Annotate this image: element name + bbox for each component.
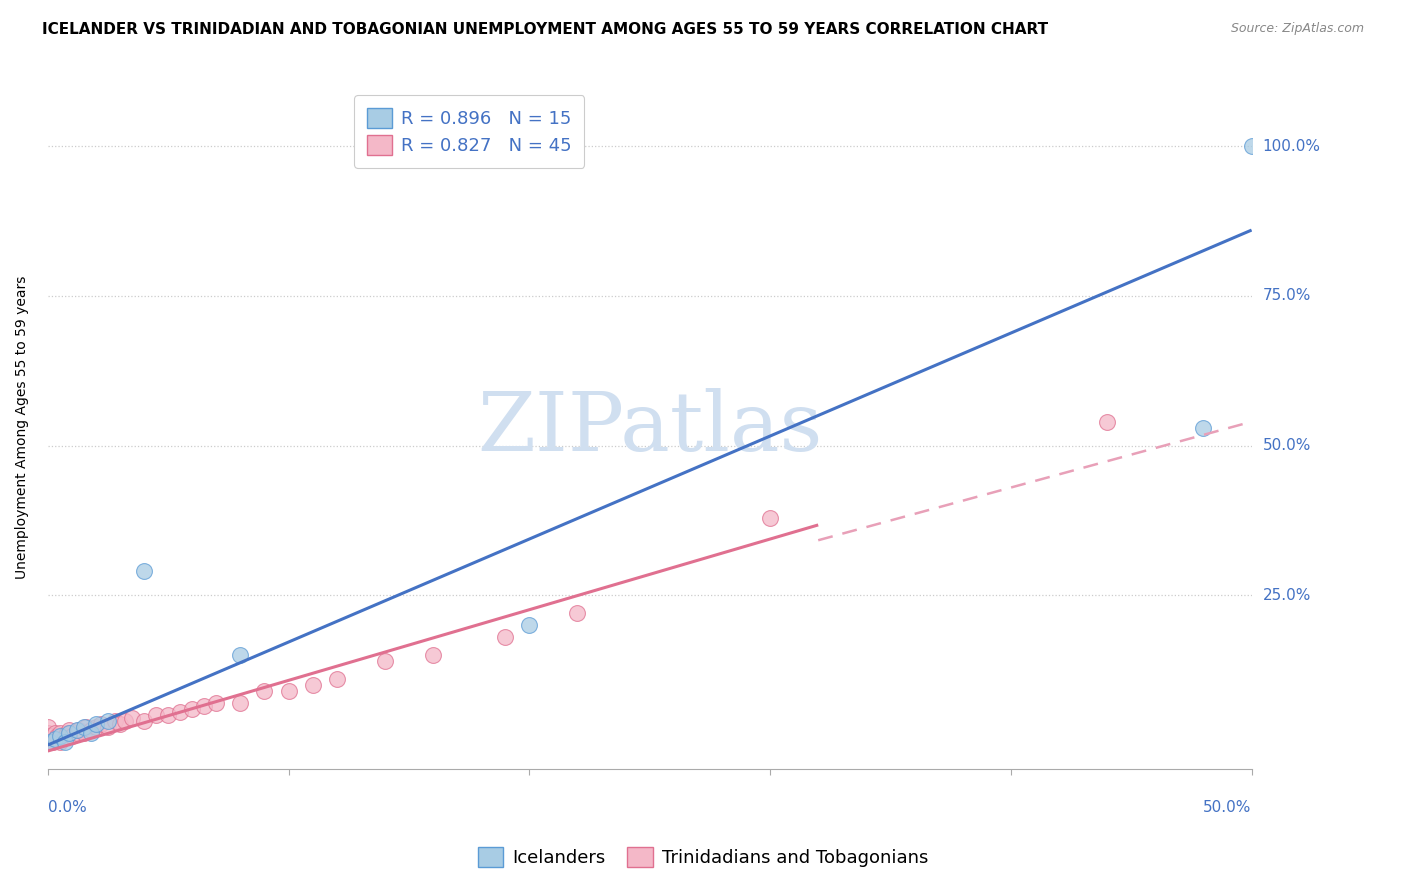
- Point: [60, 729, 83, 743]
- Point: [39, 729, 62, 743]
- Point: [84, 720, 107, 734]
- Text: 0.0%: 0.0%: [48, 799, 87, 814]
- Point: [169, 705, 191, 719]
- Point: [132, 714, 155, 728]
- Point: [253, 684, 276, 698]
- Point: [374, 654, 396, 668]
- Point: [567, 607, 589, 621]
- Text: 50.0%: 50.0%: [1204, 799, 1251, 814]
- Point: [132, 565, 155, 579]
- Point: [205, 696, 228, 710]
- Point: [517, 618, 540, 632]
- Point: [84, 717, 107, 731]
- Point: [66, 726, 89, 740]
- Point: [145, 708, 167, 723]
- Point: [53, 729, 76, 743]
- Point: [73, 726, 96, 740]
- Text: 75.0%: 75.0%: [1263, 288, 1310, 303]
- Legend: Icelanders, Trinidadians and Tobagonians: Icelanders, Trinidadians and Tobagonians: [471, 839, 935, 874]
- Point: [58, 726, 80, 740]
- Point: [121, 711, 143, 725]
- Point: [44, 732, 66, 747]
- Point: [46, 729, 69, 743]
- Point: [193, 699, 215, 714]
- Point: [37, 726, 59, 740]
- Point: [73, 720, 96, 734]
- Legend: R = 0.896   N = 15, R = 0.827   N = 45: R = 0.896 N = 15, R = 0.827 N = 45: [354, 95, 585, 168]
- Text: Source: ZipAtlas.com: Source: ZipAtlas.com: [1230, 22, 1364, 36]
- Point: [41, 735, 63, 749]
- Point: [49, 735, 72, 749]
- Point: [108, 717, 131, 731]
- Point: [80, 726, 103, 740]
- Point: [181, 702, 204, 716]
- Point: [39, 735, 62, 749]
- Point: [56, 726, 79, 740]
- Point: [301, 678, 323, 692]
- Point: [44, 732, 66, 747]
- Point: [53, 735, 76, 749]
- Point: [1095, 415, 1118, 429]
- Point: [90, 717, 112, 731]
- Text: ICELANDER VS TRINIDADIAN AND TOBAGONIAN UNEMPLOYMENT AMONG AGES 55 TO 59 YEARS C: ICELANDER VS TRINIDADIAN AND TOBAGONIAN …: [42, 22, 1049, 37]
- Point: [67, 723, 90, 737]
- Point: [37, 732, 59, 747]
- Y-axis label: Unemployment Among Ages 55 to 59 years: Unemployment Among Ages 55 to 59 years: [15, 276, 30, 580]
- Point: [58, 723, 80, 737]
- Point: [44, 726, 66, 740]
- Text: 100.0%: 100.0%: [1263, 139, 1320, 153]
- Point: [759, 510, 782, 524]
- Text: 50.0%: 50.0%: [1263, 438, 1310, 453]
- Point: [422, 648, 444, 663]
- Point: [39, 735, 62, 749]
- Point: [277, 684, 299, 698]
- Point: [49, 729, 72, 743]
- Point: [325, 672, 347, 686]
- Point: [1240, 139, 1263, 153]
- Point: [229, 696, 252, 710]
- Point: [494, 630, 516, 644]
- Point: [49, 726, 72, 740]
- Point: [37, 720, 59, 734]
- Point: [97, 720, 120, 734]
- Point: [229, 648, 252, 663]
- Point: [66, 723, 89, 737]
- Point: [114, 714, 136, 728]
- Point: [157, 708, 180, 723]
- Point: [104, 714, 127, 728]
- Text: 25.0%: 25.0%: [1263, 588, 1310, 603]
- Point: [1192, 420, 1215, 434]
- Point: [80, 723, 103, 737]
- Point: [75, 720, 97, 734]
- Text: ZIPatlas: ZIPatlas: [477, 388, 823, 467]
- Point: [97, 714, 120, 728]
